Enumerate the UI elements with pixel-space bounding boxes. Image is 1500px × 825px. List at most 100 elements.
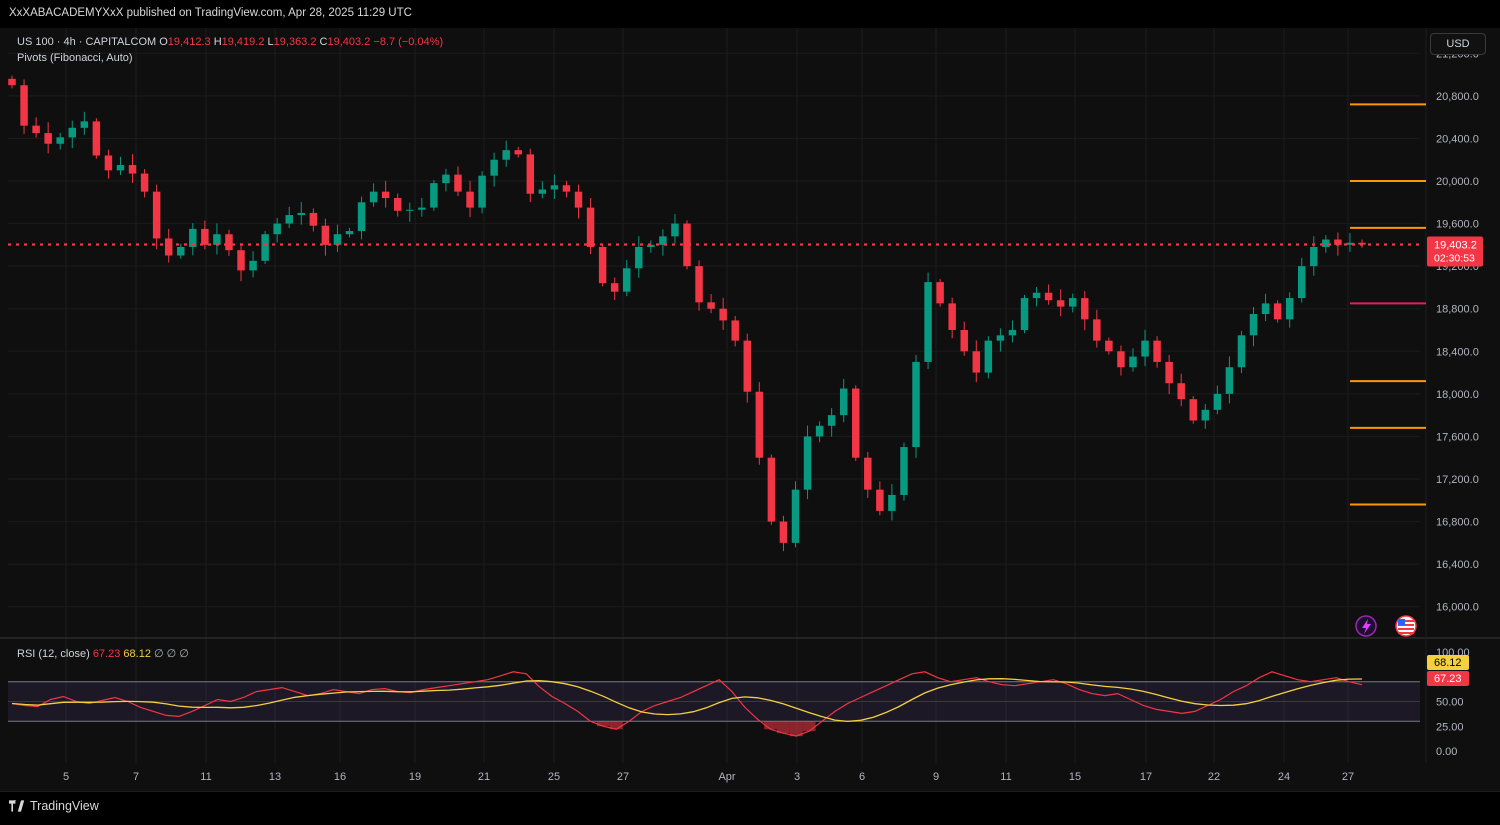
us-flag-icon[interactable] [1395, 615, 1417, 637]
candle[interactable] [430, 179, 438, 211]
candle[interactable] [1322, 235, 1330, 253]
candle[interactable] [1285, 292, 1294, 328]
candle[interactable] [1189, 395, 1197, 424]
candle[interactable] [647, 240, 655, 253]
candle[interactable] [8, 75, 16, 89]
candle[interactable] [839, 378, 848, 423]
candle[interactable] [20, 79, 28, 134]
candle[interactable] [502, 140, 510, 167]
candle[interactable] [1225, 356, 1234, 404]
candle[interactable] [900, 442, 908, 501]
currency-button[interactable]: USD [1430, 33, 1486, 55]
candle[interactable] [1237, 330, 1246, 373]
lightning-icon[interactable] [1355, 615, 1377, 637]
candle[interactable] [369, 183, 378, 207]
candle[interactable] [550, 174, 559, 200]
candle[interactable] [44, 122, 52, 154]
candle[interactable] [755, 382, 764, 465]
candle[interactable] [1068, 293, 1077, 313]
candle[interactable] [671, 213, 679, 244]
candle[interactable] [68, 120, 77, 149]
candle[interactable] [92, 118, 101, 159]
candle[interactable] [1165, 354, 1173, 395]
candle[interactable] [32, 117, 40, 138]
candle[interactable] [1093, 309, 1101, 348]
candle[interactable] [1310, 236, 1318, 276]
candle[interactable] [598, 243, 607, 287]
candle[interactable] [333, 224, 342, 252]
candle[interactable] [574, 184, 583, 219]
candle[interactable] [478, 171, 486, 214]
candle[interactable] [635, 236, 643, 278]
candle[interactable] [273, 217, 281, 243]
candle[interactable] [297, 202, 306, 225]
candle[interactable] [996, 328, 1005, 352]
candle[interactable] [719, 297, 727, 330]
candle[interactable] [1081, 291, 1089, 331]
candle[interactable] [888, 484, 896, 521]
candle[interactable] [1261, 293, 1270, 322]
candle[interactable] [562, 180, 571, 198]
candle[interactable] [1297, 257, 1306, 303]
candle[interactable] [1213, 385, 1222, 415]
candle[interactable] [912, 354, 920, 458]
candle[interactable] [225, 229, 233, 256]
candle[interactable] [128, 154, 137, 184]
candle[interactable] [1153, 336, 1161, 368]
candle[interactable] [1201, 404, 1210, 429]
candle[interactable] [514, 146, 522, 158]
candle[interactable] [1020, 294, 1029, 334]
candle[interactable] [249, 251, 257, 278]
candle[interactable] [972, 340, 981, 383]
candle[interactable] [791, 481, 800, 548]
candle[interactable] [586, 198, 595, 255]
candle[interactable] [177, 243, 185, 259]
candle[interactable] [381, 180, 390, 208]
candle[interactable] [924, 272, 932, 369]
candle[interactable] [526, 148, 535, 203]
indicator-pivots[interactable]: Pivots (Fibonacci, Auto) [17, 52, 133, 64]
candle[interactable] [152, 184, 161, 250]
candle[interactable] [538, 181, 547, 199]
rsi-legend[interactable]: RSI (12, close) 67.23 68.12 ∅ ∅ ∅ [17, 648, 189, 660]
candle[interactable] [442, 168, 450, 192]
candle[interactable] [1032, 287, 1041, 307]
candle[interactable] [285, 206, 293, 229]
candle[interactable] [418, 198, 426, 217]
candle[interactable] [1117, 345, 1125, 376]
candle[interactable] [1105, 337, 1113, 355]
candle[interactable] [201, 220, 209, 250]
symbol-name[interactable]: US 100 · 4h · CAPITALCOM [17, 36, 157, 48]
candle[interactable] [309, 208, 318, 232]
candle[interactable] [779, 515, 788, 552]
candle[interactable] [960, 321, 968, 356]
candle[interactable] [1056, 289, 1065, 317]
chart-canvas[interactable]: 21,200.020,800.020,400.020,000.019,600.0… [0, 28, 1500, 791]
candle[interactable] [731, 315, 739, 347]
candle[interactable] [104, 149, 113, 179]
candle[interactable] [864, 451, 872, 498]
candle[interactable] [767, 454, 776, 525]
candle[interactable] [827, 408, 836, 437]
candle[interactable] [815, 421, 824, 443]
candle[interactable] [695, 260, 703, 311]
candle[interactable] [948, 297, 956, 339]
candle[interactable] [357, 196, 366, 240]
candle[interactable] [116, 156, 125, 175]
candle[interactable] [1249, 307, 1258, 347]
candle[interactable] [237, 243, 245, 282]
candle[interactable] [683, 220, 691, 270]
candle[interactable] [936, 278, 944, 307]
candle[interactable] [345, 227, 354, 238]
candle[interactable] [1273, 300, 1282, 323]
candle[interactable] [852, 385, 860, 461]
candle[interactable] [213, 223, 221, 255]
candle[interactable] [984, 336, 993, 379]
candle[interactable] [1129, 348, 1137, 372]
candle[interactable] [393, 193, 402, 217]
candle[interactable] [466, 180, 474, 218]
candle[interactable] [1346, 233, 1354, 252]
candle[interactable] [164, 228, 173, 263]
candle[interactable] [406, 202, 414, 222]
candle[interactable] [1044, 284, 1053, 305]
